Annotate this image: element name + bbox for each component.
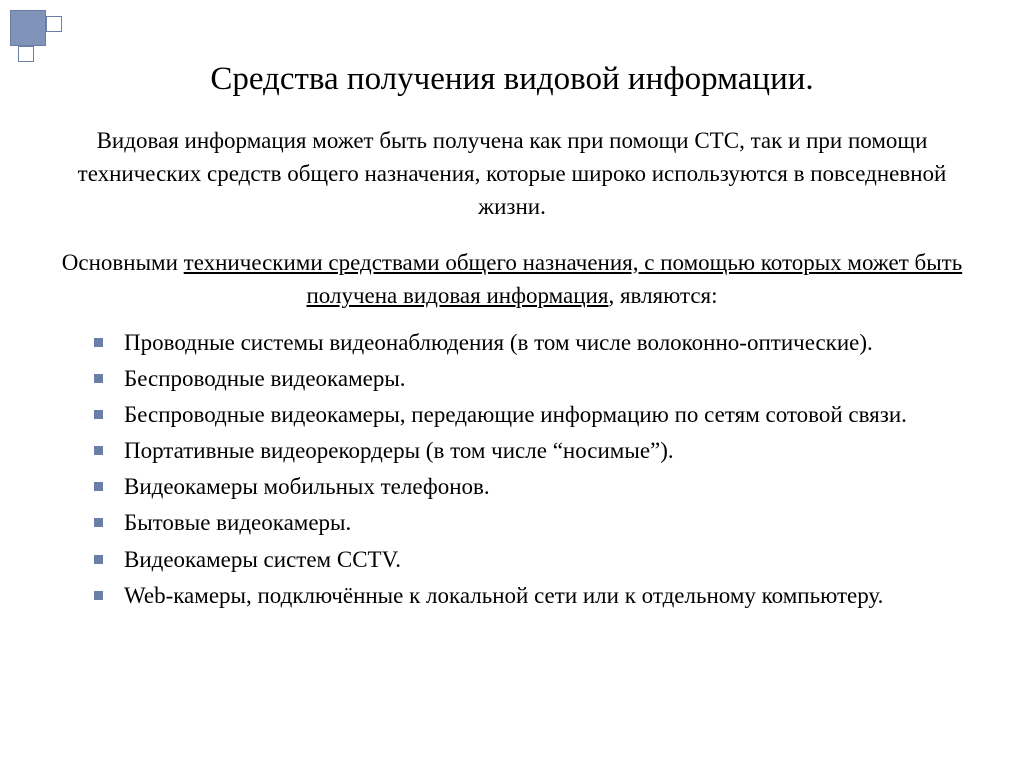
slide-title: Средства получения видовой информации. bbox=[60, 60, 964, 100]
lead-prefix: Основными bbox=[62, 250, 184, 275]
square-icon bbox=[10, 10, 46, 46]
list-item: Web-камеры, подключённые к локальной сет… bbox=[94, 579, 964, 613]
lead-underlined: техническими средствами общего назначени… bbox=[184, 250, 963, 308]
lead-paragraph: Основными техническими средствами общего… bbox=[60, 246, 964, 313]
list-item: Беспроводные видеокамеры, передающие инф… bbox=[94, 398, 964, 432]
list-item: Видеокамеры мобильных телефонов. bbox=[94, 470, 964, 504]
bullet-list: Проводные системы видеонаблюдения (в том… bbox=[60, 326, 964, 612]
list-item: Проводные системы видеонаблюдения (в том… bbox=[94, 326, 964, 360]
list-item: Портативные видеорекордеры (в том числе … bbox=[94, 434, 964, 468]
list-item: Бытовые видеокамеры. bbox=[94, 506, 964, 540]
square-icon bbox=[18, 46, 34, 62]
square-icon bbox=[46, 16, 62, 32]
corner-decoration bbox=[10, 10, 64, 64]
list-item: Видеокамеры систем CCTV. bbox=[94, 543, 964, 577]
slide: Средства получения видовой информации. В… bbox=[0, 0, 1024, 767]
lead-suffix: , являются: bbox=[608, 283, 717, 308]
list-item: Беспроводные видеокамеры. bbox=[94, 362, 964, 396]
intro-paragraph: Видовая информация может быть получена к… bbox=[60, 124, 964, 224]
